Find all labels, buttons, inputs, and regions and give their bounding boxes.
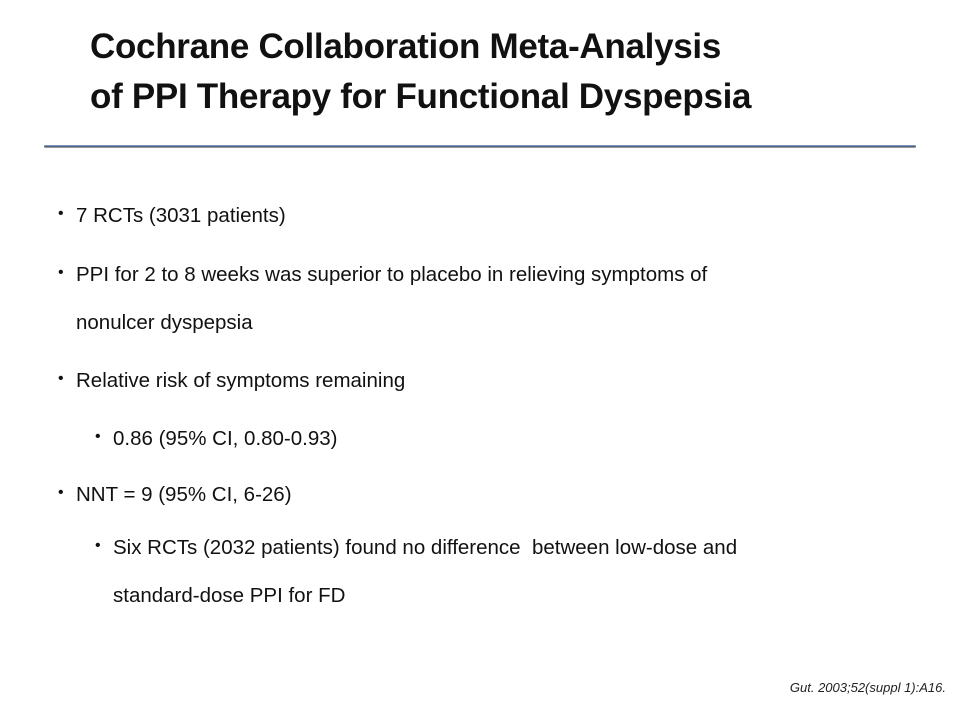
sub-bullet-item: Six RCTs (2032 patients) found no differ… xyxy=(113,536,738,559)
title-divider xyxy=(44,145,916,148)
sub-bullet-icon: • xyxy=(95,428,101,445)
bullet-icon: • xyxy=(58,484,64,501)
sub-bullet-item-continuation: standard-dose PPI for FD xyxy=(113,584,346,607)
title-line-2: of PPI Therapy for Functional Dyspepsia xyxy=(90,77,752,116)
bullet-item: 7 RCTs (3031 patients) xyxy=(76,204,286,227)
bullet-item: PPI for 2 to 8 weeks was superior to pla… xyxy=(76,263,708,286)
slide-title: Cochrane Collaboration Meta-Analysis of … xyxy=(90,22,752,122)
title-line-1: Cochrane Collaboration Meta-Analysis xyxy=(90,27,721,66)
sub-bullet-item: 0.86 (95% CI, 0.80-0.93) xyxy=(113,427,338,450)
bullet-icon: • xyxy=(58,370,64,387)
bullet-item-continuation: nonulcer dyspepsia xyxy=(76,311,253,334)
bullet-icon: • xyxy=(58,264,64,281)
citation: Gut. 2003;52(suppl 1):A16. xyxy=(789,680,946,695)
bullet-item: Relative risk of symptoms remaining xyxy=(76,369,406,392)
bullet-item: NNT = 9 (95% CI, 6-26) xyxy=(76,483,292,506)
sub-bullet-icon: • xyxy=(95,537,101,554)
bullet-icon: • xyxy=(58,205,64,222)
